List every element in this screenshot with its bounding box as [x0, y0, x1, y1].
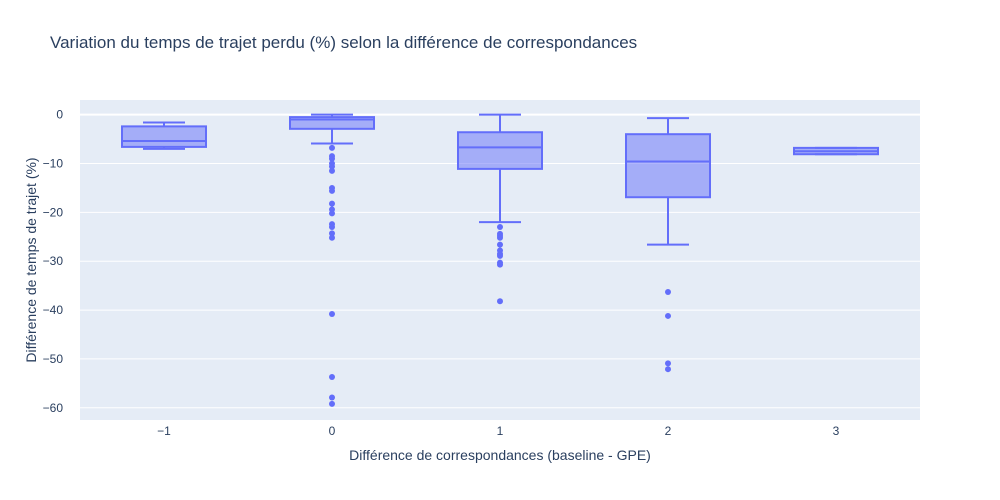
outlier-point: [329, 394, 335, 401]
y-tick-label: −50: [43, 352, 64, 366]
box-group: [793, 146, 879, 156]
outlier-point: [329, 200, 335, 207]
outlier-point: [329, 224, 335, 231]
outlier-point: [329, 230, 335, 237]
outlier-point: [329, 163, 335, 170]
outlier-point: [329, 210, 335, 217]
box-group: [289, 113, 375, 407]
outlier-point: [497, 241, 503, 248]
outlier-point: [329, 400, 335, 407]
x-tick-label: 3: [833, 424, 840, 438]
outlier-point: [497, 224, 503, 231]
outlier-point: [329, 155, 335, 162]
outlier-point: [329, 374, 335, 381]
y-tick-label: −30: [43, 254, 64, 268]
iqr-box: [457, 131, 543, 170]
x-axis-title: Différence de correspondances (baseline …: [349, 447, 651, 463]
outlier-point: [665, 366, 671, 373]
x-tick-label: 1: [497, 424, 504, 438]
iqr-box: [289, 116, 375, 130]
outlier-point: [329, 187, 335, 194]
y-tick-label: 0: [56, 108, 63, 122]
box-group: [121, 121, 207, 150]
y-axis-title: Différence de temps de trajet (%): [23, 157, 39, 362]
tick-labels: 0−10−20−30−40−50−60−1 0 1 2 3: [43, 108, 840, 438]
boxes: [121, 113, 879, 407]
y-tick-label: −60: [43, 401, 64, 415]
chart-title: Variation du temps de trajet perdu (%) s…: [50, 33, 638, 52]
outlier-point: [665, 289, 671, 295]
box-group: [457, 113, 543, 305]
iqr-box: [121, 125, 207, 148]
box-group: [625, 117, 711, 373]
outlier-point: [497, 261, 503, 268]
y-tick-label: −40: [43, 303, 64, 317]
outlier-point: [497, 298, 503, 305]
outlier-point: [665, 360, 671, 367]
iqr-box: [625, 133, 711, 199]
x-tick-label: 0: [329, 424, 336, 438]
y-tick-label: −20: [43, 205, 64, 219]
x-tick-label: −1: [157, 424, 171, 438]
outlier-point: [665, 312, 671, 319]
outlier-point: [329, 234, 335, 241]
outlier-point: [329, 310, 335, 317]
x-tick-label: 2: [665, 424, 672, 438]
outlier-point: [329, 144, 335, 151]
outlier-point: [329, 167, 335, 174]
outlier-point: [497, 252, 503, 259]
y-tick-label: −10: [43, 157, 64, 171]
outlier-point: [497, 234, 503, 241]
